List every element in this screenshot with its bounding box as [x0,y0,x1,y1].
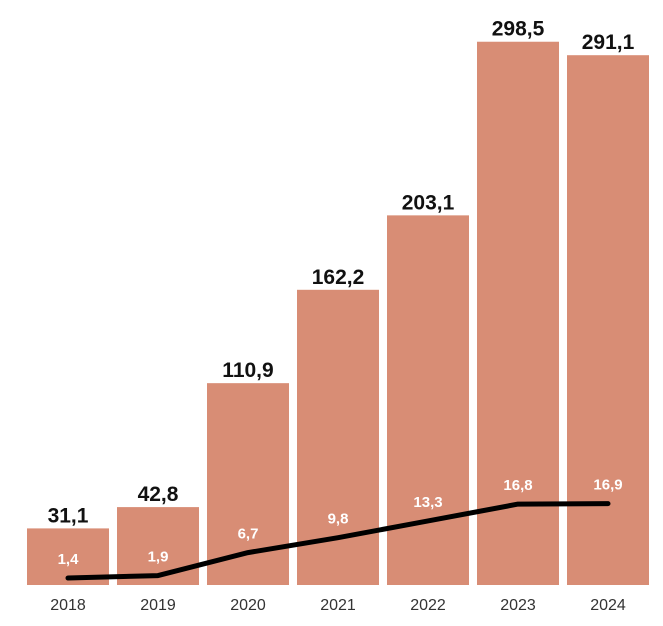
x-tick-2021: 2021 [320,597,356,614]
labels-layer: 31,1 42,8 110,9 162,2 203,1 298,5 291,1 1,4 1,9 6… [48,18,635,568]
x-tick-2019: 2019 [140,597,176,614]
line-layer [65,501,611,581]
bar-value-label-2021: 162,2 [312,266,365,289]
bar-value-label-2022: 203,1 [402,191,455,214]
bar-value-label-2019: 42,8 [138,483,179,506]
line-series [65,501,611,581]
bar-value-label-2024: 291,1 [582,31,635,54]
line-value-label-2019: 1,9 [148,549,169,566]
line-value-label-2020: 6,7 [238,526,259,543]
bar-value-label-2023: 298,5 [492,18,545,41]
line-value-label-2021: 9,8 [328,511,349,528]
bar-2024 [567,55,649,585]
bar-2019 [117,507,199,585]
x-axis-ticks: 2018 2019 2020 2021 2022 2023 2024 [50,597,626,614]
x-tick-2024: 2024 [590,597,626,614]
line-value-label-2022: 13,3 [413,494,442,511]
line-value-label-2024: 16,9 [593,477,622,494]
x-tick-2020: 2020 [230,597,266,614]
line-value-label-2023: 16,8 [503,477,532,494]
line-value-label-2018: 1,4 [58,551,80,568]
x-tick-2018: 2018 [50,597,86,614]
bar-value-label-2018: 31,1 [48,504,89,527]
bar-2023 [477,41,559,586]
bar-value-label-2020: 110,9 [222,359,273,382]
x-tick-2023: 2023 [500,597,536,614]
bar-2022 [387,215,469,585]
x-tick-2022: 2022 [410,597,446,614]
